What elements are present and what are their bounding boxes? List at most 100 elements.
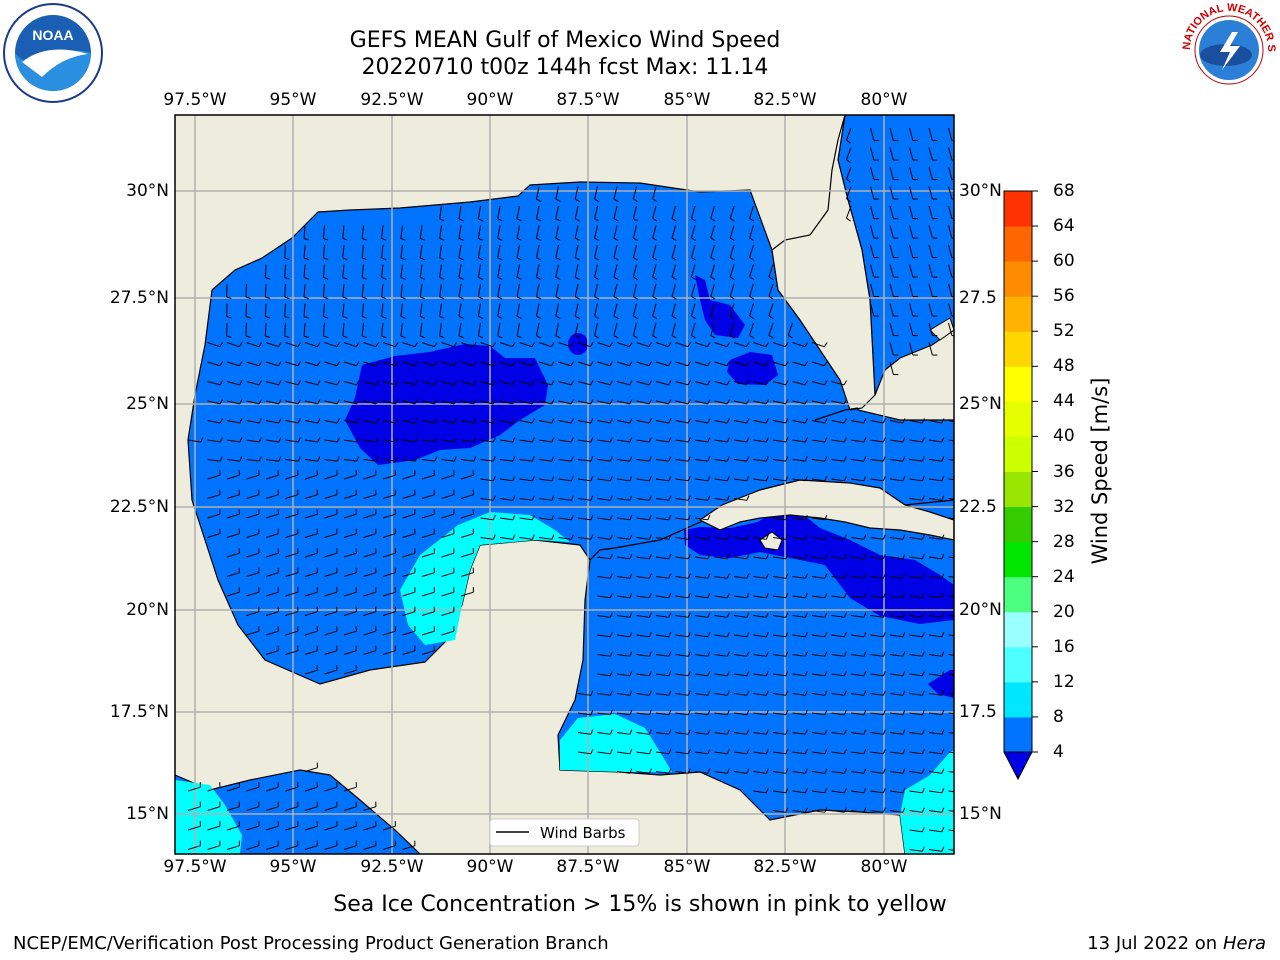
wind-barb-flag xyxy=(336,380,340,386)
wind-barb xyxy=(304,420,318,424)
wind-barb xyxy=(265,825,279,831)
wind-barb xyxy=(285,533,299,538)
wind-barb xyxy=(343,669,357,675)
wind-barb xyxy=(577,361,591,367)
wind-barb xyxy=(538,478,552,482)
wind-barb-flag xyxy=(746,749,750,755)
wind-barb-flag xyxy=(609,612,613,618)
wind-barb-flag xyxy=(361,296,368,300)
wind-barb-flag xyxy=(342,237,348,241)
wind-barb-flag xyxy=(863,749,867,755)
wind-barb-flag xyxy=(594,218,600,222)
wind-barb xyxy=(558,498,572,501)
wind-barb xyxy=(324,630,338,636)
wind-barb xyxy=(245,283,247,298)
wind-barb xyxy=(516,283,520,297)
wind-barb xyxy=(870,283,875,297)
wind-barb xyxy=(285,552,299,558)
wind-barb xyxy=(753,459,767,462)
wind-barb xyxy=(749,205,754,219)
wind-barb xyxy=(694,712,708,716)
wind-barb-flag xyxy=(846,178,851,183)
wind-barb xyxy=(889,420,903,424)
wind-barb xyxy=(928,537,942,540)
wind-barb xyxy=(749,283,754,297)
wind-barb xyxy=(322,303,325,317)
wind-barb xyxy=(421,630,435,636)
wind-barb-flag xyxy=(551,476,555,482)
wind-barb xyxy=(421,591,435,597)
wind-barb xyxy=(284,283,286,298)
wind-barb xyxy=(811,595,825,599)
wind-barb-flag xyxy=(574,237,580,241)
wind-barb xyxy=(694,751,708,755)
wind-barb xyxy=(655,673,669,677)
wind-barb xyxy=(303,322,306,337)
wind-barb xyxy=(749,303,754,317)
wind-barb-flag xyxy=(531,437,535,443)
wind-barb xyxy=(675,361,689,367)
wind-barb-flag xyxy=(342,276,348,280)
wind-barb-flag xyxy=(961,730,963,735)
wind-barb xyxy=(616,537,630,540)
sea-ice-note: Sea Ice Concentration > 15% is shown in … xyxy=(333,892,947,917)
wind-barb xyxy=(558,517,572,521)
wind-barb xyxy=(265,459,279,462)
wind-barb-flag xyxy=(512,399,516,405)
calm-area-ne-1 xyxy=(695,275,745,338)
footer-left: NCEP/EMC/Verification Post Processing Pr… xyxy=(13,933,609,954)
wind-barb xyxy=(928,556,942,560)
wind-barb xyxy=(616,732,630,735)
wind-barb xyxy=(480,459,494,462)
wind-barb-flag xyxy=(921,418,925,424)
wind-barb-flag xyxy=(941,749,945,755)
colorbar xyxy=(1003,190,1038,781)
wind-barb xyxy=(870,225,875,239)
wind-barb xyxy=(284,264,286,278)
wind-barb-flag xyxy=(536,237,542,241)
wind-barb-flag xyxy=(492,361,497,367)
lat-tick-left: 22.5°N xyxy=(109,497,169,517)
wind-barb xyxy=(831,654,845,657)
wind-barb xyxy=(499,381,513,386)
wind-barb xyxy=(324,420,338,424)
wind-barb-flag xyxy=(303,237,309,241)
wind-barb xyxy=(870,790,884,794)
wind-barb xyxy=(324,825,338,831)
wind-barb xyxy=(382,591,396,597)
lon-tick-top: 85°W xyxy=(663,90,711,110)
wind-barb xyxy=(831,381,845,386)
wind-barb xyxy=(928,303,933,317)
wind-barb-flag xyxy=(531,361,536,367)
wind-barb-flag xyxy=(434,437,438,443)
wind-barb-flag xyxy=(668,651,672,657)
wind-barb-flag xyxy=(863,651,867,657)
wind-barb-flag xyxy=(785,710,789,716)
wind-barb-flag xyxy=(824,690,828,696)
wind-barb-flag xyxy=(648,554,652,560)
wind-barb xyxy=(792,420,806,424)
wind-barb-flag xyxy=(478,315,484,319)
wind-barb xyxy=(831,751,845,755)
wind-barb xyxy=(909,790,923,794)
wind-barb xyxy=(245,303,247,317)
wind-barb xyxy=(714,400,728,405)
wind-barb-flag xyxy=(492,418,496,424)
wind-barb-flag xyxy=(668,476,672,482)
wind-barb-flag xyxy=(629,729,633,735)
wind-barb-flag xyxy=(278,399,282,405)
wind-barb-flag xyxy=(863,534,867,540)
wind-barb xyxy=(555,186,559,200)
wind-barb xyxy=(246,845,260,850)
wind-barb-flag xyxy=(961,847,963,852)
wind-barb-flag xyxy=(785,476,789,482)
wind-barb xyxy=(574,205,579,219)
wind-barb xyxy=(285,400,299,405)
wind-barb xyxy=(382,439,396,443)
wind-barb xyxy=(889,342,894,356)
wind-barb xyxy=(304,533,318,538)
wind-barb-flag xyxy=(882,749,886,755)
wind-barb-flag xyxy=(687,399,691,405)
wind-barb-flag xyxy=(785,456,789,462)
wind-barb-flag xyxy=(278,418,282,424)
